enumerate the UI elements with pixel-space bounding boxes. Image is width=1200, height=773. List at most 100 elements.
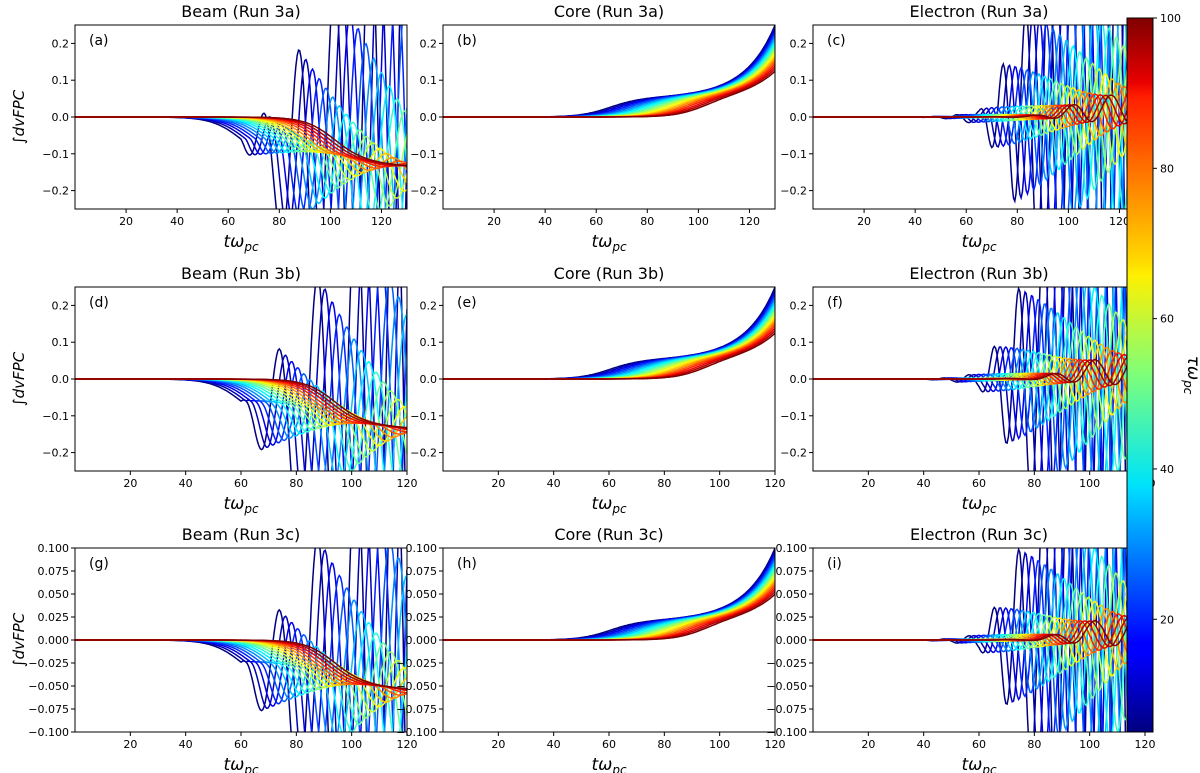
y-tick-label: 0.1: [420, 74, 438, 87]
x-tick-label: 60: [972, 477, 986, 490]
series-line-tau-20: [443, 32, 775, 118]
series-line-tau-10: [443, 550, 775, 641]
series-line-tau-25: [443, 557, 775, 641]
series-line-tau-20: [443, 294, 775, 380]
panel-title: Electron (Run 3a): [910, 2, 1049, 21]
panel-i: Electron (Run 3c)(i)20 40 60 80 100 120−0.100…: [766, 525, 1156, 773]
series-line-tau-100: [75, 378, 407, 429]
series-line-tau-100: [813, 355, 1145, 386]
x-tick-label: 80: [272, 215, 286, 228]
y-tick-label: 0.025: [776, 611, 808, 624]
x-tick-label: 120: [1135, 738, 1156, 751]
y-tick-label: 0.025: [38, 611, 70, 624]
series-group: [813, 25, 1145, 209]
y-tick-label: −0.2: [42, 447, 69, 460]
y-tick-label: 0.0: [790, 373, 808, 386]
x-tick-label: 60: [234, 738, 248, 751]
x-tick-label: 60: [602, 477, 616, 490]
x-tick-label: 60: [972, 738, 986, 751]
y-tick-label: −0.025: [28, 657, 69, 670]
x-tick-label: 120: [371, 215, 392, 228]
x-tick-label: 80: [1027, 477, 1041, 490]
series-line-tau-35: [443, 301, 775, 380]
series-line-tau-20: [443, 555, 775, 641]
y-tick-label: −0.075: [28, 703, 69, 716]
y-tick-label: 0.2: [420, 299, 438, 312]
y-axis-label: ∫dvFPC: [10, 612, 28, 667]
y-tick-label: 0.2: [52, 299, 70, 312]
x-tick-label: 120: [739, 215, 760, 228]
y-tick-label: −0.1: [410, 148, 437, 161]
y-tick-label: 0.050: [38, 588, 70, 601]
x-tick-label: 100: [1058, 215, 1079, 228]
x-tick-label: 40: [917, 477, 931, 490]
panel-tag: (d): [89, 295, 109, 311]
y-tick-label: −0.050: [28, 680, 69, 693]
panel-tag: (c): [827, 33, 846, 49]
y-tick-label: 0.1: [52, 336, 70, 349]
panel-tag: (g): [89, 556, 109, 572]
series-line-tau-100: [813, 616, 1145, 647]
panel-f: Electron (Run 3b)(f)20406080100120−0.2−0…: [780, 264, 1155, 516]
y-tick-label: −0.1: [780, 148, 807, 161]
y-tick-label: 0.1: [790, 336, 808, 349]
colorbar-gradient: [1126, 17, 1154, 733]
series-line-tau-100: [75, 116, 407, 167]
series-line-tau-35: [443, 39, 775, 118]
y-tick-label: 0.0: [790, 111, 808, 124]
y-tick-label: 0.1: [52, 74, 70, 87]
y-tick-label: 0.100: [38, 542, 70, 555]
series-group: [443, 548, 775, 641]
series-group: [813, 548, 1145, 732]
panels: Beam (Run 3a) (a) 20 40 60 80 100 120 −0.2 −0.1 0.…: [10, 2, 1156, 773]
y-tick-label: −0.075: [396, 703, 437, 716]
x-axis-label: tωpc: [223, 232, 259, 254]
x-tick-label: 80: [289, 477, 303, 490]
x-tick-label: 100: [709, 738, 730, 751]
series-line-tau-50: [443, 46, 775, 118]
x-tick-label: 20: [487, 215, 501, 228]
series-line-tau-30: [443, 559, 775, 641]
series-line-tau-45: [443, 44, 775, 118]
y-tick-label: 0.000: [776, 634, 808, 647]
x-axis-label: tωpc: [961, 494, 997, 516]
panel-c: Electron (Run 3a) (c) 20 40 60 80 100 120 −0.2 −0…: [780, 2, 1146, 254]
x-tick-label: 20: [491, 477, 505, 490]
series-line-tau-15: [443, 291, 775, 380]
y-tick-label: 0.000: [38, 634, 70, 647]
panel-tag: (h): [457, 556, 477, 572]
series-line-tau-5: [443, 548, 775, 641]
colorbar: 20 40 60 80 100 τωpc: [1126, 12, 1200, 733]
x-tick-label: 80: [1010, 215, 1024, 228]
x-axis-label: tωpc: [591, 232, 627, 254]
y-tick-label: −0.025: [766, 657, 807, 670]
y-axis-label: ∫dvFPC: [10, 89, 28, 144]
y-tick-label: 0.075: [406, 565, 438, 578]
x-tick-label: 120: [765, 738, 786, 751]
colorbar-tick-label: 80: [1160, 162, 1174, 175]
x-axis-label: tωpc: [591, 494, 627, 516]
x-tick-label: 80: [657, 738, 671, 751]
x-tick-label: 100: [320, 215, 341, 228]
x-tick-label: 60: [234, 477, 248, 490]
y-tick-label: −0.100: [396, 726, 437, 739]
series-line-tau-100: [443, 70, 775, 118]
y-tick-label: 0.2: [790, 299, 808, 312]
y-tick-label: 0.025: [406, 611, 438, 624]
series-line-tau-100: [75, 639, 407, 690]
series-line-tau-50: [443, 569, 775, 641]
series-group: [75, 25, 407, 209]
y-tick-label: −0.2: [780, 447, 807, 460]
x-tick-label: 120: [1109, 215, 1130, 228]
y-tick-label: 0.1: [790, 74, 808, 87]
y-tick-label: −0.050: [766, 680, 807, 693]
x-tick-label: 40: [547, 477, 561, 490]
x-tick-label: 60: [959, 215, 973, 228]
x-tick-label: 100: [341, 738, 362, 751]
y-tick-label: −0.2: [410, 185, 437, 198]
panel-tag: (f): [827, 295, 843, 311]
y-tick-label: −0.1: [42, 410, 69, 423]
y-tick-label: 0.100: [776, 542, 808, 555]
y-tick-label: −0.075: [766, 703, 807, 716]
